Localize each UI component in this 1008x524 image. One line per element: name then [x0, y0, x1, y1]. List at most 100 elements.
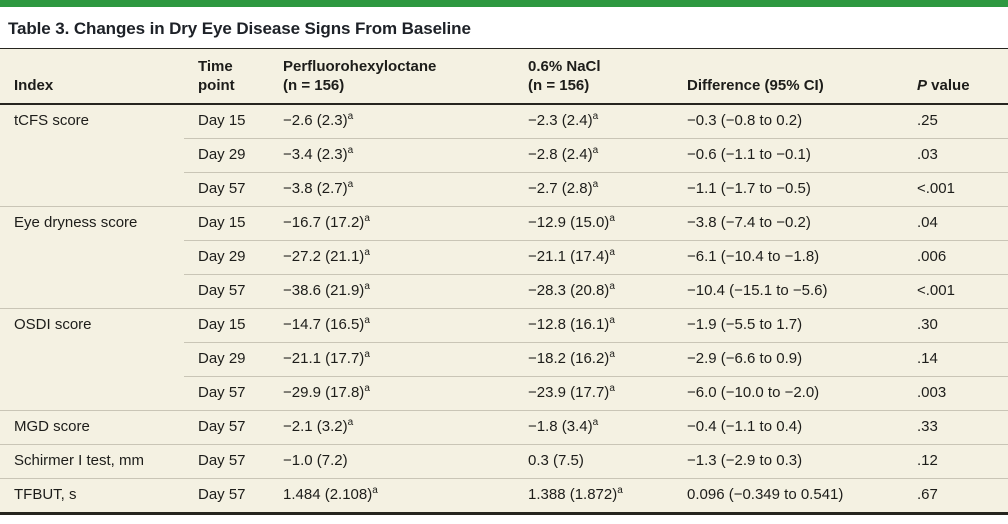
footnote-marker: a	[592, 110, 599, 122]
header-difference: Difference (95% CI)	[673, 48, 903, 105]
cell-difference: 0.096 (−0.349 to 0.541)	[673, 477, 903, 513]
footnote-marker: a	[609, 246, 615, 258]
cell-control-value: −2.3 (2.4)a	[528, 110, 599, 129]
cell-control-value: −12.8 (16.1)a	[514, 307, 673, 342]
cell-drug-value: −38.6 (21.9)a	[269, 273, 514, 308]
cell-time-point: Day 57	[184, 477, 269, 513]
table-row: Day 29 −3.4 (2.3)a −2.8 (2.4)a −0.6 (−1.…	[0, 137, 1008, 172]
cell-control-value: −2.8 (2.4)a	[514, 137, 673, 172]
footnote-marker: a	[617, 484, 623, 496]
cell-control-value: −28.3 (20.8)a	[514, 273, 673, 308]
header-row: Index Time point Perfluorohexyloctane (n…	[0, 48, 1008, 105]
table-row: Day 29 −27.2 (21.1)a −21.1 (17.4)a −6.1 …	[0, 239, 1008, 274]
cell-time-point: Day 57	[184, 443, 269, 478]
cell-drug-value: −16.7 (17.2)a	[269, 205, 514, 240]
footnote-marker: a	[347, 178, 354, 190]
cell-index	[0, 342, 184, 376]
cell-control-value: 0.3 (7.5)	[514, 443, 673, 478]
footnote-marker: a	[364, 280, 370, 292]
cell-difference: −2.9 (−6.6 to 0.9)	[673, 341, 903, 376]
cell-p-value: .003	[903, 375, 1008, 410]
header-nacl: 0.6% NaCl (n = 156)	[514, 48, 673, 105]
footnote-marker: a	[347, 144, 354, 156]
cell-index	[0, 138, 184, 172]
table-body: tCFS score Day 15 −2.6 (2.3)a −2.3 (2.4)…	[0, 104, 1008, 513]
cell-p-value: .04	[903, 205, 1008, 240]
cell-p-value: <.001	[903, 273, 1008, 308]
cell-difference: −6.1 (−10.4 to −1.8)	[673, 239, 903, 274]
cell-drug-value: −29.9 (17.8)a	[269, 375, 514, 410]
cell-difference: −1.3 (−2.9 to 0.3)	[673, 443, 903, 478]
cell-time-point: Day 15	[198, 111, 246, 129]
cell-time-point: Day 57	[184, 409, 269, 444]
cell-p-value: .67	[903, 477, 1008, 513]
footnote-marker: a	[364, 212, 370, 224]
table-row: Day 57 −3.8 (2.7)a −2.7 (2.8)a −1.1 (−1.…	[0, 171, 1008, 206]
cell-p-value: .006	[903, 239, 1008, 274]
footnote-marker: a	[364, 382, 370, 394]
header-perfluorohexyloctane: Perfluorohexyloctane (n = 156)	[269, 48, 514, 105]
journal-accent-bar	[0, 0, 1008, 7]
table-row: OSDI score Day 15 −14.7 (16.5)a −12.8 (1…	[0, 307, 1008, 342]
footnote-marker: a	[592, 178, 599, 190]
cell-p-value: .14	[903, 341, 1008, 376]
footnote-marker: a	[609, 280, 615, 292]
table-header: Index Time point Perfluorohexyloctane (n…	[0, 48, 1008, 105]
table-row: Schirmer I test, mm Day 57 −1.0 (7.2) 0.…	[0, 443, 1008, 478]
footnote-marker: a	[592, 416, 599, 428]
cell-index: MGD score	[0, 409, 184, 444]
cell-control-value: −2.7 (2.8)a	[514, 171, 673, 206]
footnote-marker: a	[609, 212, 615, 224]
header-index: Index	[0, 48, 184, 105]
footnote-marker: a	[372, 484, 378, 496]
cell-index: Schirmer I test, mm	[0, 443, 184, 478]
cell-index	[0, 172, 184, 206]
cell-p-value: <.001	[903, 171, 1008, 206]
cell-difference: −0.4 (−1.1 to 0.4)	[673, 409, 903, 444]
cell-drug-value: −27.2 (21.1)a	[269, 239, 514, 274]
cell-time-point: Day 29	[184, 239, 269, 274]
cell-difference: −0.6 (−1.1 to −0.1)	[673, 137, 903, 172]
cell-index	[0, 240, 184, 274]
cell-p-value: .25	[917, 111, 938, 129]
dry-eye-signs-table: Index Time point Perfluorohexyloctane (n…	[0, 48, 1008, 515]
table-row: Day 57 −38.6 (21.9)a −28.3 (20.8)a −10.4…	[0, 273, 1008, 308]
cell-drug-value: −3.8 (2.7)a	[269, 171, 514, 206]
cell-time-point: Day 15	[184, 307, 269, 342]
cell-p-value: .12	[903, 443, 1008, 478]
cell-p-value: .30	[903, 307, 1008, 342]
footnote-marker: a	[347, 110, 354, 122]
cell-time-point: Day 29	[184, 137, 269, 172]
cell-difference: −1.1 (−1.7 to −0.5)	[673, 171, 903, 206]
cell-time-point: Day 57	[184, 375, 269, 410]
table-row: Eye dryness score Day 15 −16.7 (17.2)a −…	[0, 205, 1008, 240]
footnote-marker: a	[364, 314, 370, 326]
table-row: Day 57 −29.9 (17.8)a −23.9 (17.7)a −6.0 …	[0, 375, 1008, 410]
cell-difference: −0.3 (−0.8 to 0.2)	[687, 111, 803, 129]
footnote-marker: a	[609, 314, 615, 326]
cell-control-value: −23.9 (17.7)a	[514, 375, 673, 410]
cell-p-value: .33	[903, 409, 1008, 444]
cell-difference: −1.9 (−5.5 to 1.7)	[673, 307, 903, 342]
cell-index: Eye dryness score	[0, 205, 184, 240]
cell-index: OSDI score	[0, 307, 184, 342]
table-row: MGD score Day 57 −2.1 (3.2)a −1.8 (3.4)a…	[0, 409, 1008, 444]
cell-control-value: −18.2 (16.2)a	[514, 341, 673, 376]
cell-drug-value: −2.1 (3.2)a	[269, 409, 514, 444]
cell-drug-value: 1.484 (2.108)a	[269, 477, 514, 513]
footnote-marker: a	[347, 416, 354, 428]
cell-index	[0, 274, 184, 308]
cell-drug-value: −1.0 (7.2)	[269, 443, 514, 478]
table-title: Table 3. Changes in Dry Eye Disease Sign…	[8, 19, 471, 38]
footnote-marker: a	[364, 348, 370, 360]
footnote-marker: a	[609, 382, 615, 394]
table-row: TFBUT, s Day 57 1.484 (2.108)a 1.388 (1.…	[0, 477, 1008, 513]
cell-control-value: −12.9 (15.0)a	[514, 205, 673, 240]
cell-difference: −6.0 (−10.0 to −2.0)	[673, 375, 903, 410]
table-row: tCFS score Day 15 −2.6 (2.3)a −2.3 (2.4)…	[0, 104, 1008, 139]
table-row: Day 29 −21.1 (17.7)a −18.2 (16.2)a −2.9 …	[0, 341, 1008, 376]
cell-drug-value: −2.6 (2.3)a	[283, 110, 354, 129]
footnote-marker: a	[364, 246, 370, 258]
header-p-value: P value	[903, 48, 1008, 105]
cell-time-point: Day 15	[184, 205, 269, 240]
